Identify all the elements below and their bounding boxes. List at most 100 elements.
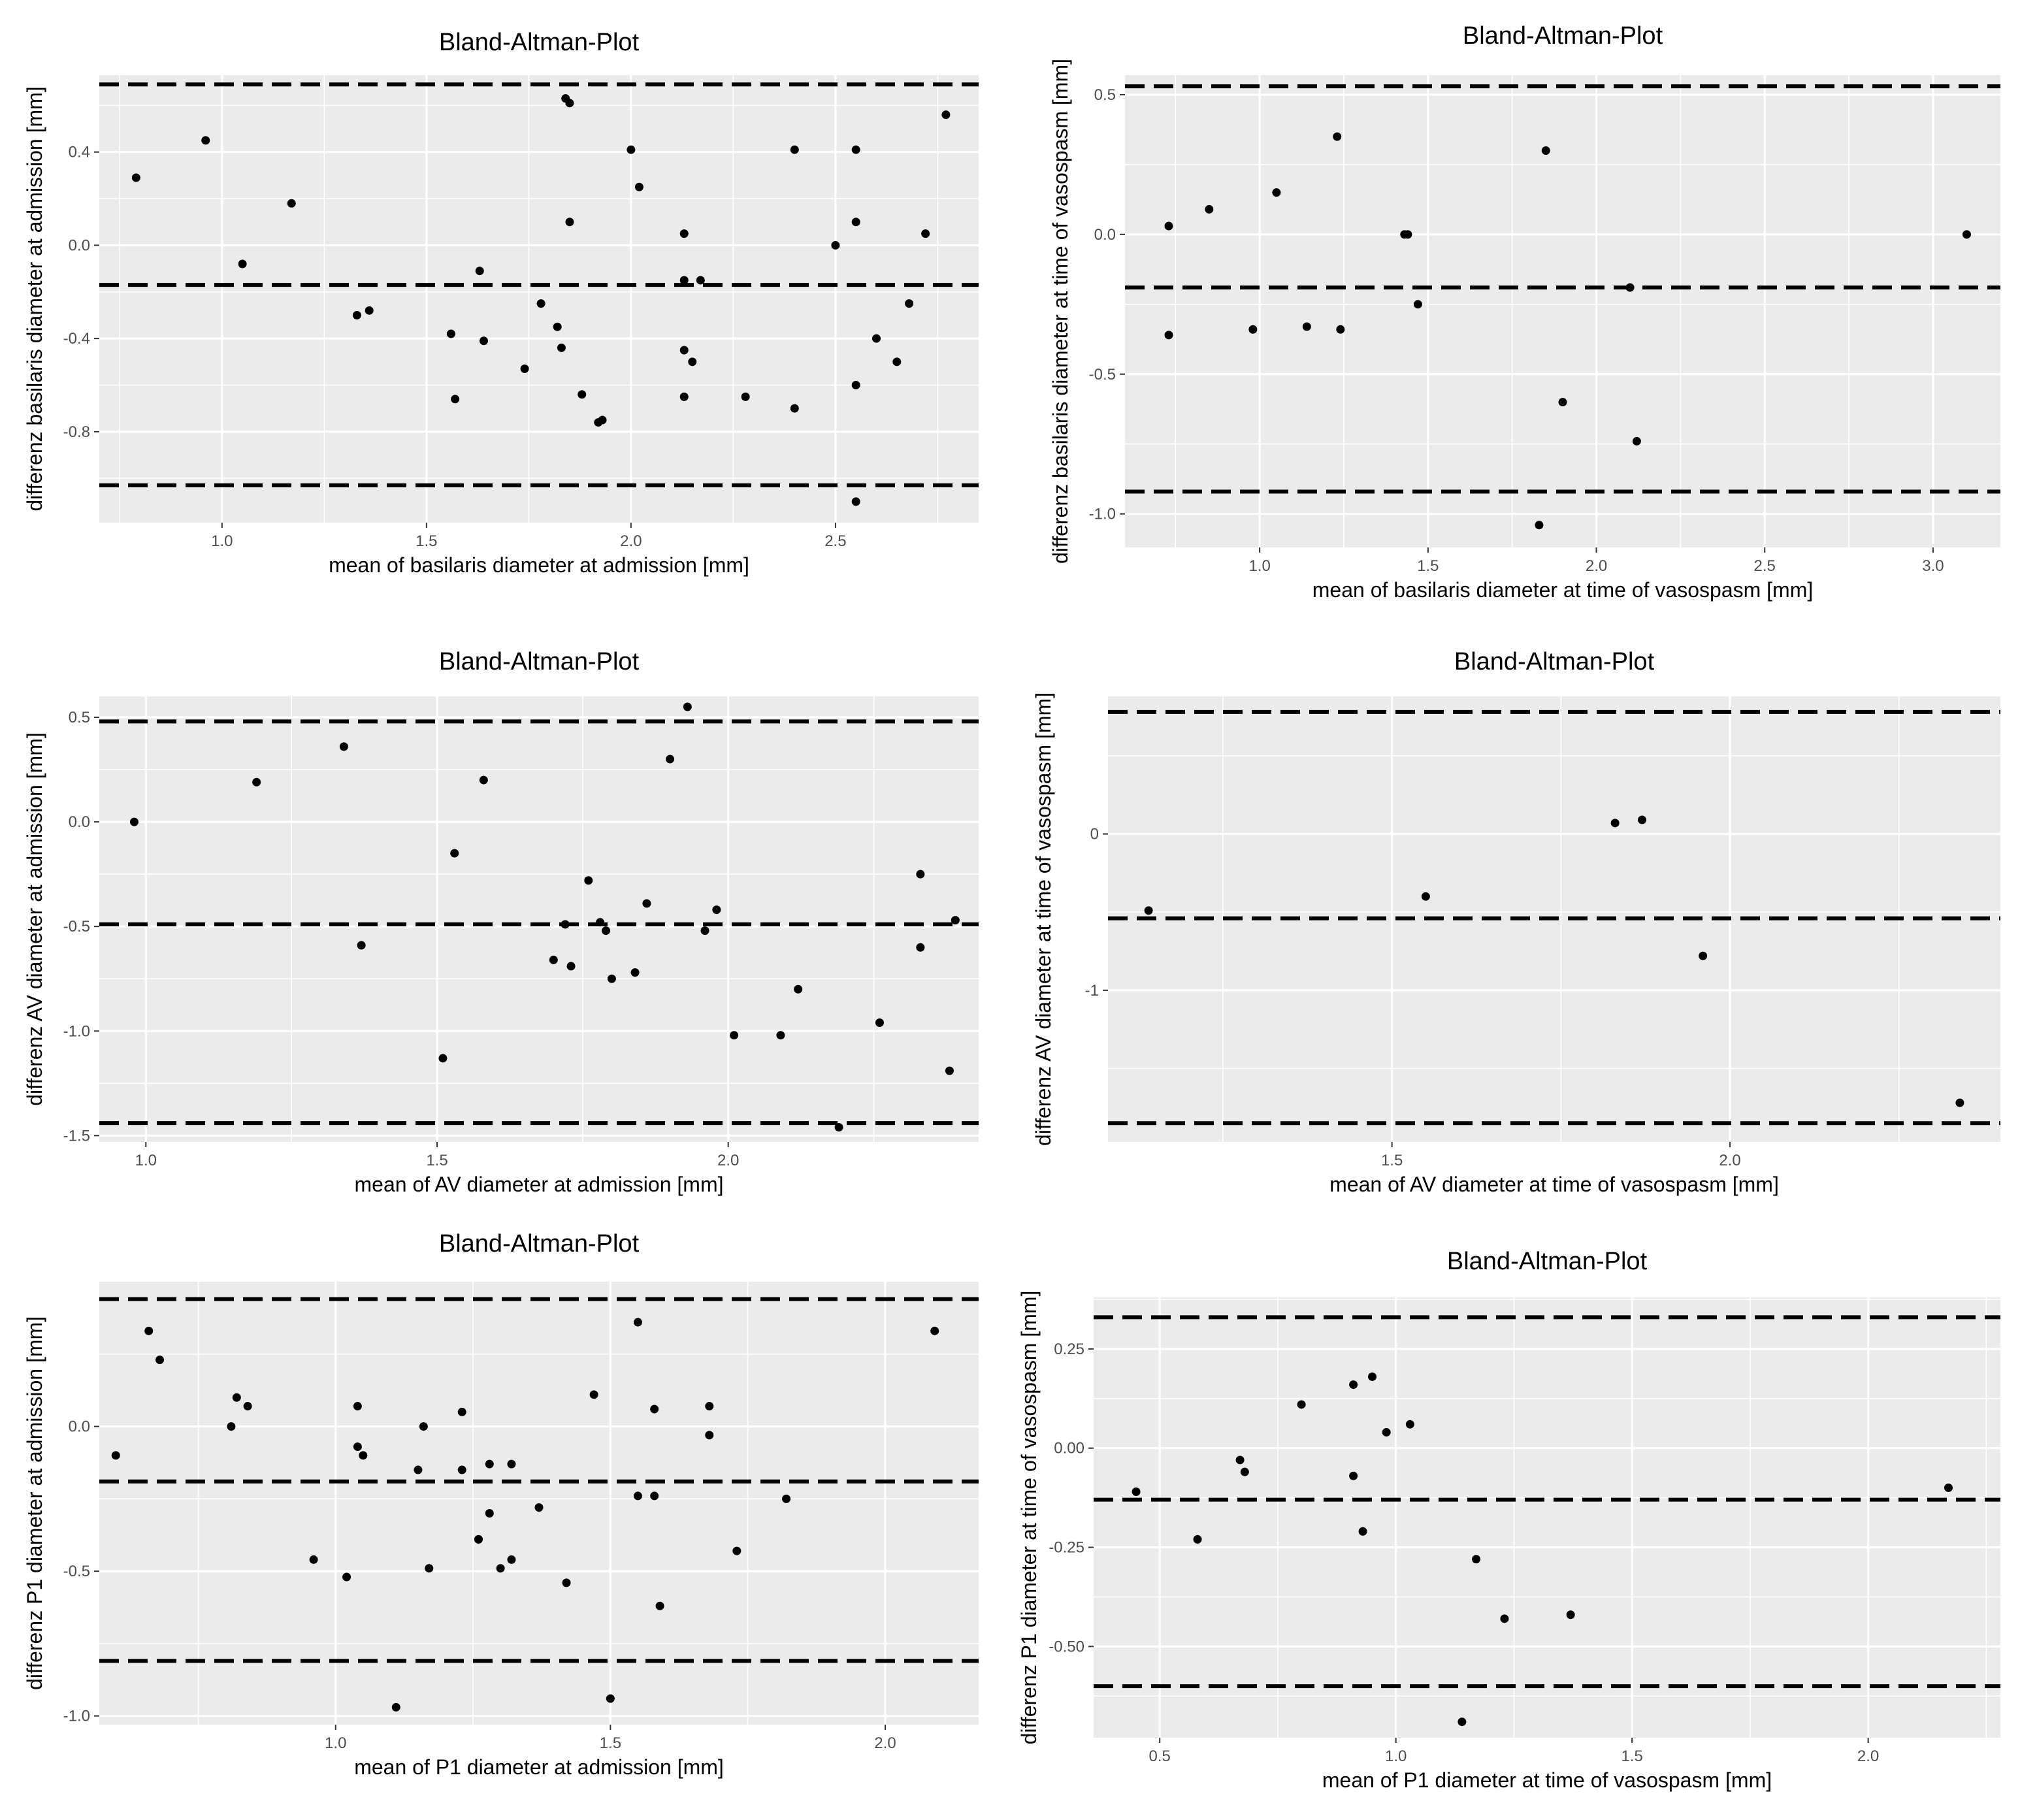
y-tick-label: 0.0 xyxy=(69,236,90,254)
panel-1: 1.0 1.5 2.0 2.5 -0.8 -0.4 0.0 0.4 Bland-Altman-P… xyxy=(23,29,979,577)
data-point xyxy=(565,218,574,227)
y-axis-label: differenz AV diameter at admission [mm] xyxy=(23,732,46,1106)
chart-title: Bland-Altman-Plot xyxy=(439,1230,640,1258)
data-point xyxy=(1235,1455,1245,1465)
x-tick-label: 2.0 xyxy=(620,532,642,550)
plot-background xyxy=(1125,75,2000,547)
x-axis-label: mean of AV diameter at admission [mm] xyxy=(355,1173,724,1196)
x-tick-label: 2.5 xyxy=(1754,557,1776,575)
data-point xyxy=(1349,1380,1358,1389)
data-point xyxy=(1962,230,1971,239)
data-point xyxy=(1944,1483,1953,1492)
data-point xyxy=(1358,1527,1367,1536)
x-tick-label: 1.5 xyxy=(415,532,437,550)
data-point xyxy=(1302,322,1311,331)
data-point xyxy=(794,984,803,994)
data-point xyxy=(732,1546,741,1555)
data-point xyxy=(1610,819,1620,828)
data-point xyxy=(339,742,348,751)
data-point xyxy=(892,357,902,366)
data-point xyxy=(1248,325,1258,334)
data-point xyxy=(700,926,709,935)
data-point xyxy=(602,926,611,935)
y-tick-label: 0.5 xyxy=(1094,86,1116,104)
data-point xyxy=(353,1442,362,1452)
x-tick-label: 2.0 xyxy=(874,1734,896,1752)
data-point xyxy=(872,334,881,343)
data-point xyxy=(357,941,366,950)
data-point xyxy=(446,329,455,338)
data-point xyxy=(129,817,138,826)
plot-background xyxy=(99,1282,979,1725)
data-point xyxy=(507,1555,516,1564)
data-point xyxy=(1164,331,1173,340)
data-point xyxy=(561,920,570,929)
x-tick-label: 1.5 xyxy=(600,1734,621,1752)
y-tick-label: -1 xyxy=(1085,982,1099,999)
data-point xyxy=(549,955,558,964)
x-tick-label: 2.5 xyxy=(824,532,846,550)
data-point xyxy=(1632,436,1641,446)
data-point xyxy=(507,1459,516,1469)
data-point xyxy=(1382,1427,1391,1437)
data-point xyxy=(353,1402,362,1411)
data-point xyxy=(633,1318,642,1327)
y-tick-label: -1.0 xyxy=(63,1022,90,1040)
data-point xyxy=(1500,1614,1509,1623)
data-point xyxy=(201,136,210,145)
x-axis-label: mean of P1 diameter at admission [mm] xyxy=(354,1755,724,1779)
data-point xyxy=(607,974,616,983)
y-tick-label: -0.25 xyxy=(1049,1539,1084,1557)
data-point xyxy=(479,775,488,785)
data-point xyxy=(782,1494,791,1503)
data-point xyxy=(1349,1471,1358,1480)
data-point xyxy=(1144,906,1153,915)
y-tick-label: 0 xyxy=(1090,826,1099,843)
data-point xyxy=(475,267,484,276)
data-point xyxy=(584,876,593,885)
data-point xyxy=(557,343,566,352)
x-tick-label: 1.0 xyxy=(1385,1747,1407,1765)
y-tick-label: -0.8 xyxy=(63,423,90,441)
data-point xyxy=(1193,1535,1202,1544)
data-point xyxy=(596,918,605,927)
plot-background xyxy=(1094,1297,2000,1738)
x-tick-label: 3.0 xyxy=(1922,557,1944,575)
panel-6: 0.5 1.0 1.5 2.0 -0.50 -0.25 0.00 0.25 Bland-Altm… xyxy=(1017,1248,2000,1792)
data-point xyxy=(227,1422,236,1431)
data-point xyxy=(534,1503,544,1512)
data-point xyxy=(287,199,296,208)
data-point xyxy=(1625,283,1635,292)
data-point xyxy=(438,1054,448,1063)
data-point xyxy=(252,777,261,787)
data-point xyxy=(730,1031,739,1040)
y-axis-label: differenz AV diameter at time of vasospa… xyxy=(1032,692,1055,1146)
y-tick-label: -0.4 xyxy=(63,330,90,348)
y-tick-label: 0.5 xyxy=(69,709,90,726)
plot-background xyxy=(99,75,979,523)
y-tick-label: -0.50 xyxy=(1049,1638,1084,1655)
data-point xyxy=(941,110,951,120)
x-tick-label: 2.0 xyxy=(1586,557,1607,575)
data-point xyxy=(1403,230,1412,239)
data-point xyxy=(666,755,675,764)
data-point xyxy=(238,259,247,268)
data-point xyxy=(776,1031,785,1040)
data-point xyxy=(633,1491,642,1501)
data-point xyxy=(243,1402,252,1411)
data-point xyxy=(679,276,689,285)
data-point xyxy=(1205,204,1214,214)
data-point xyxy=(679,229,689,238)
data-point xyxy=(1272,188,1281,197)
data-point xyxy=(921,229,930,238)
data-point xyxy=(485,1459,494,1469)
data-point xyxy=(309,1555,318,1564)
data-point xyxy=(916,869,925,879)
data-point xyxy=(111,1451,120,1460)
data-point xyxy=(650,1405,659,1414)
x-axis-label: mean of AV diameter at time of vasospasm… xyxy=(1329,1173,1779,1196)
y-tick-label: -1.0 xyxy=(1089,506,1116,523)
data-point xyxy=(945,1066,954,1075)
data-point xyxy=(679,392,689,401)
data-point xyxy=(650,1491,659,1501)
